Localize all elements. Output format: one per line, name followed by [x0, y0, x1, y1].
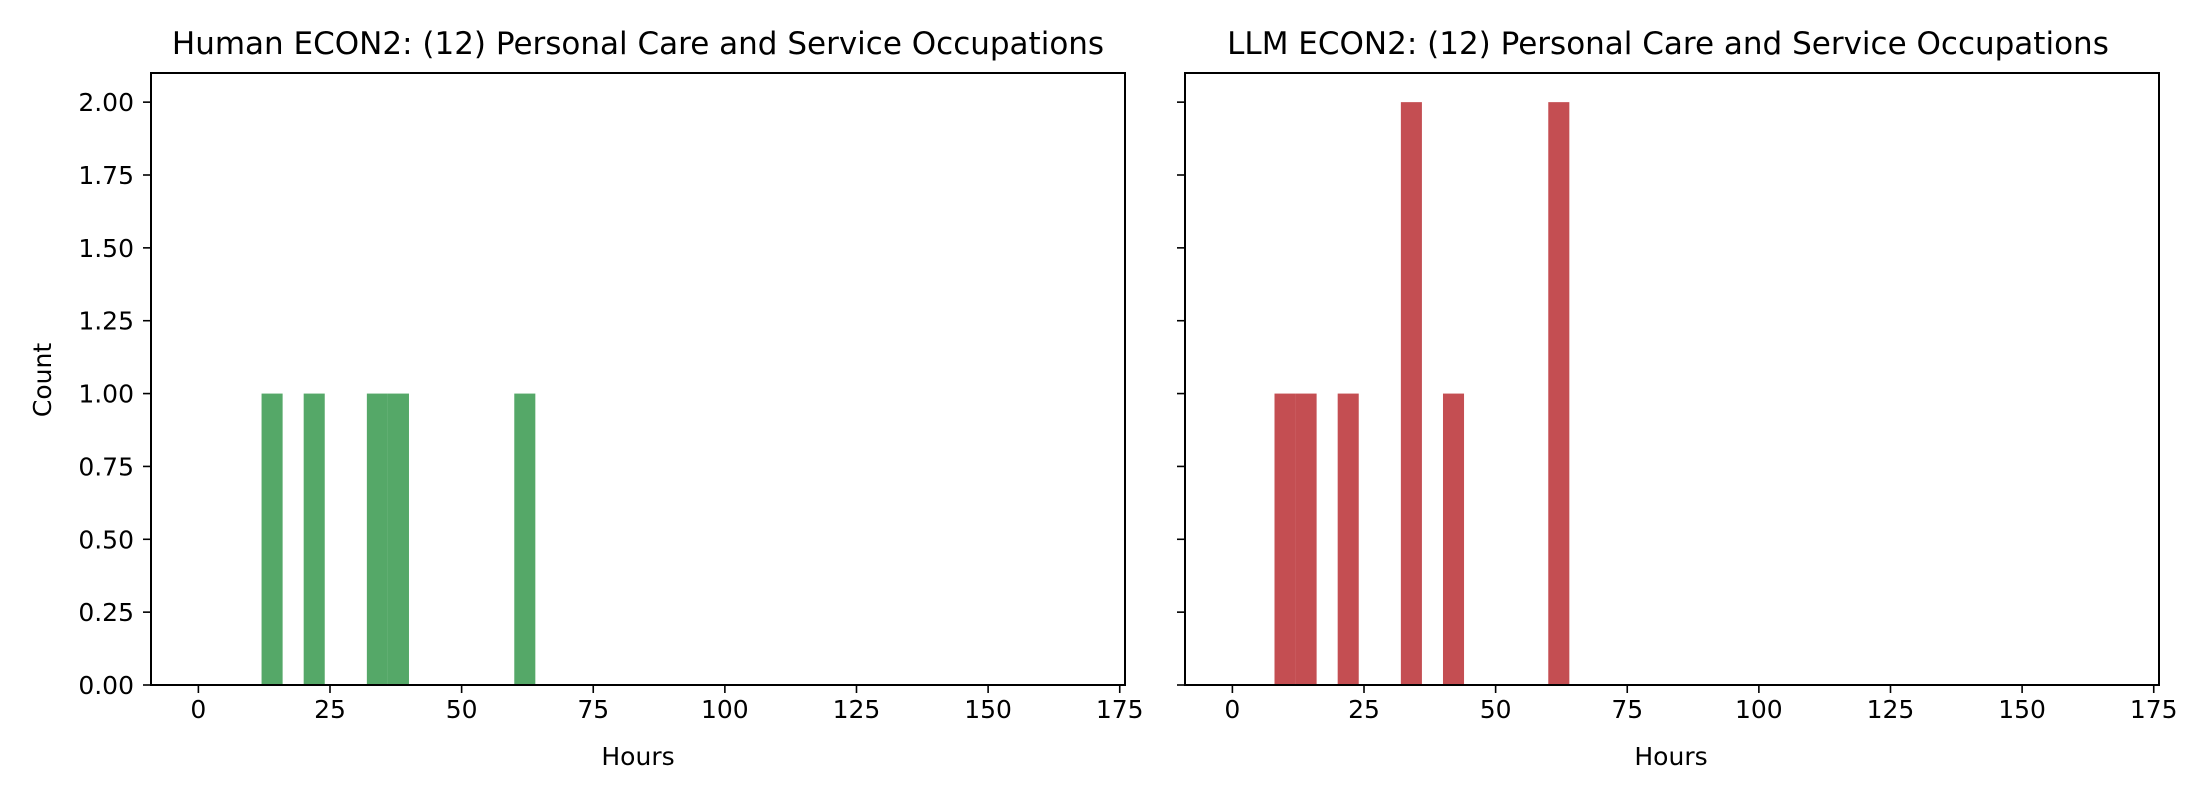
llm-bar-1 — [1295, 393, 1317, 685]
human-y-tick-label: 2.00 — [78, 88, 134, 117]
llm-plot-frame — [1184, 72, 2160, 686]
human-y-tick-label: 0.00 — [78, 671, 134, 700]
llm-x-tick-label: 50 — [1480, 695, 1512, 724]
human-x-tick-label: 75 — [577, 695, 609, 724]
human-y-tick-label: 1.00 — [78, 380, 134, 409]
human-y-tick-label: 0.75 — [78, 452, 134, 481]
llm-bar-2 — [1337, 393, 1359, 685]
human-x-tick-label: 125 — [833, 695, 881, 724]
human-histogram-panel: Human ECON2: (12) Personal Care and Serv… — [28, 26, 1144, 771]
llm-x-tick-label: 100 — [1735, 695, 1783, 724]
llm-x-tick-label: 175 — [2130, 695, 2178, 724]
llm-ticks: 0 25 50 75 100 125 150 175 — [1177, 101, 2178, 724]
llm-bars — [1274, 102, 1570, 685]
human-x-tick-label: 25 — [314, 695, 346, 724]
human-bar-2 — [366, 393, 388, 685]
human-bar-0 — [261, 393, 283, 685]
llm-bar-5 — [1548, 102, 1570, 685]
human-x-tick-label: 50 — [446, 695, 478, 724]
human-y-tick-label: 1.75 — [78, 161, 134, 190]
llm-x-axis-label: Hours — [1634, 742, 1707, 771]
llm-chart-title: LLM ECON2: (12) Personal Care and Servic… — [1227, 26, 2109, 62]
llm-x-tick-label: 125 — [1867, 695, 1915, 724]
llm-x-tick-label: 25 — [1348, 695, 1380, 724]
human-bar-3 — [387, 393, 409, 685]
human-y-tick-label: 0.50 — [78, 525, 134, 554]
human-x-tick-label: 100 — [701, 695, 749, 724]
llm-histogram-panel: LLM ECON2: (12) Personal Care and Servic… — [1177, 26, 2178, 771]
llm-bar-3 — [1400, 102, 1422, 685]
human-x-tick-label: 0 — [190, 695, 206, 724]
human-plot-frame — [150, 72, 1126, 686]
human-bars — [261, 393, 536, 685]
human-bar-1 — [303, 393, 325, 685]
human-y-axis-label: Count — [28, 343, 57, 417]
llm-x-tick-label: 0 — [1224, 695, 1240, 724]
llm-bar-4 — [1442, 393, 1465, 685]
human-ticks: 0 25 50 75 100 125 150 175 0.00 0.25 0.50 0.75 1.00 1… — [78, 88, 1143, 724]
human-x-tick-label: 150 — [964, 695, 1012, 724]
human-x-axis-label: Hours — [601, 742, 674, 771]
human-chart-title: Human ECON2: (12) Personal Care and Serv… — [172, 26, 1104, 62]
llm-x-tick-label: 150 — [1998, 695, 2046, 724]
llm-bar-0 — [1274, 393, 1296, 685]
human-y-tick-label: 0.25 — [78, 598, 134, 627]
human-x-tick-label: 175 — [1096, 695, 1144, 724]
human-y-tick-label: 1.50 — [78, 234, 134, 263]
human-bar-4 — [514, 393, 536, 685]
human-y-tick-label: 1.25 — [78, 307, 134, 336]
llm-x-tick-label: 75 — [1611, 695, 1643, 724]
